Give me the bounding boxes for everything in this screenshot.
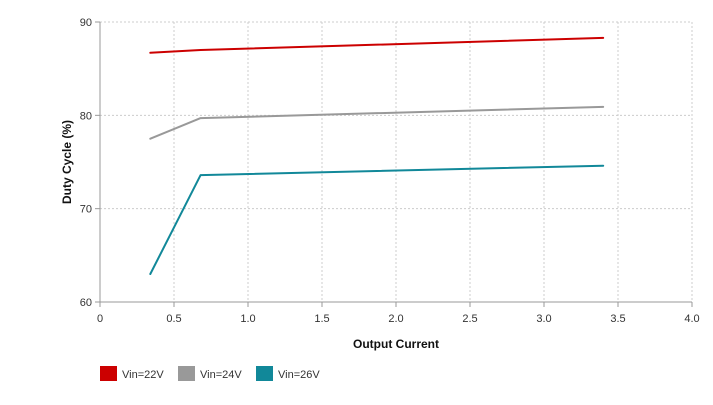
legend-label: Vin=24V (200, 369, 242, 381)
legend-swatch (100, 366, 117, 381)
x-tick-label: 1.5 (314, 313, 329, 325)
legend-swatch (256, 366, 273, 381)
series-layer (149, 36, 605, 275)
axis-layer: 0 0.5 1.0 1.5 2.0 2.5 3.0 3.5 4.0 60 70 80 90 (80, 17, 700, 325)
x-tick-label: 4.0 (684, 313, 699, 325)
y-tick-label: 90 (80, 17, 92, 29)
legend-item-3[interactable]: Vin=26V (256, 366, 320, 381)
x-tick-label: 2.0 (388, 313, 403, 325)
x-axis-title: Output Current (353, 337, 439, 351)
legend-item-2[interactable]: Vin=24V (178, 366, 242, 381)
y-tick-label: 80 (80, 110, 92, 122)
y-tick-label: 70 (80, 204, 92, 216)
grid-layer (100, 21, 693, 302)
series-line-2 (149, 105, 605, 140)
x-tick-label: 2.5 (462, 313, 477, 325)
x-tick-label: 1.0 (240, 313, 255, 325)
series-line-3 (149, 164, 605, 275)
x-tick-label: 0 (97, 313, 103, 325)
y-tick-label: 60 (80, 297, 92, 309)
x-tick-label: 3.5 (610, 313, 625, 325)
x-tick-label: 0.5 (166, 313, 181, 325)
x-tick-label: 3.0 (536, 313, 551, 325)
series-line-1 (149, 36, 605, 54)
y-axis-title: Duty Cycle (%) (60, 120, 74, 204)
legend-label: Vin=26V (278, 369, 320, 381)
legend-item-1[interactable]: Vin=22V (100, 366, 164, 381)
legend-swatch (178, 366, 195, 381)
legend-label: Vin=22V (122, 369, 164, 381)
legend: Vin=22V Vin=24V Vin=26V (100, 366, 320, 381)
